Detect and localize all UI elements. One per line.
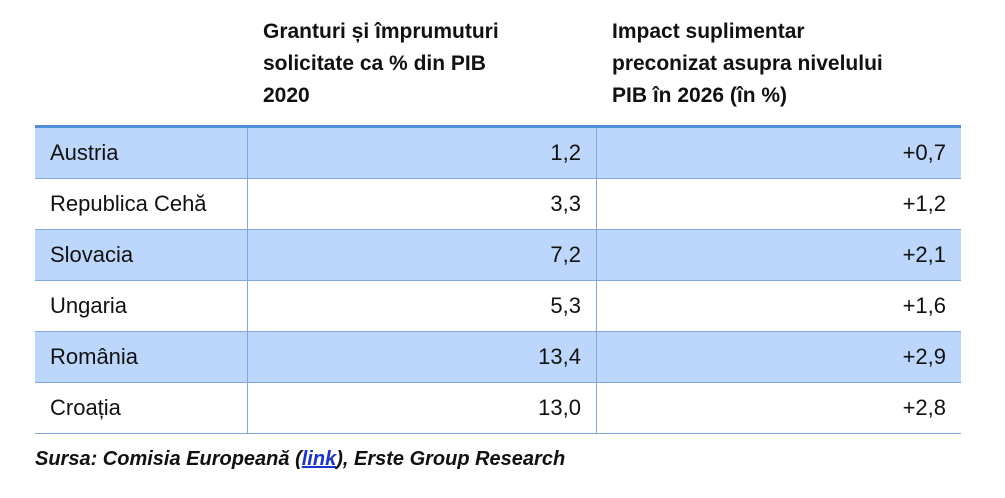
country-cell: Ungaria — [35, 281, 248, 331]
source-link[interactable]: link — [301, 448, 337, 470]
grants-cell: 13,0 — [248, 383, 597, 433]
grants-cell: 3,3 — [248, 179, 597, 229]
country-cell: România — [35, 332, 248, 382]
impact-cell: +1,2 — [902, 191, 946, 216]
source-suffix: ), Erste Group Research — [336, 448, 566, 470]
header-grants-line-1: Granturi și împrumuturi — [263, 20, 499, 43]
country-cell: Austria — [35, 128, 248, 178]
header-grants-line-2: solicitate ca % din PIB — [263, 52, 486, 75]
table-header-row: Granturi și împrumuturi solicitate ca % … — [35, 0, 961, 128]
country-cell: Slovacia — [35, 230, 248, 280]
header-country — [35, 0, 248, 125]
grants-cell: 1,2 — [248, 128, 597, 178]
table-row: Republica Cehă 3,3 +1,2 — [35, 179, 961, 230]
grants-cell: 13,4 — [248, 332, 597, 382]
table-row: România 13,4 +2,9 — [35, 332, 961, 383]
country-cell: Croația — [35, 383, 248, 433]
table-row: Slovacia 7,2 +2,1 — [35, 230, 961, 281]
table-row: Ungaria 5,3 +1,6 — [35, 281, 961, 332]
source-prefix: Sursa: Comisia Europeană ( — [35, 448, 302, 470]
impact-cell: +0,7 — [902, 140, 946, 165]
header-grants-line-3: 2020 — [263, 84, 310, 107]
header-grants-loans: Granturi și împrumuturi solicitate ca % … — [248, 0, 597, 125]
header-impact-line-3: PIB în 2026 (în %) — [612, 84, 788, 107]
grants-cell: 5,3 — [248, 281, 597, 331]
table-row: Croația 13,0 +2,8 — [35, 383, 961, 434]
impact-cell: +1,6 — [902, 293, 946, 318]
impact-cell: +2,8 — [902, 395, 946, 420]
table-row: Austria 1,2 +0,7 — [35, 128, 961, 179]
country-cell: Republica Cehă — [35, 179, 248, 229]
header-gdp-impact: Impact suplimentar preconizat asupra niv… — [597, 0, 961, 125]
header-impact-line-1: Impact suplimentar — [612, 20, 805, 43]
source-note: Sursa: Comisia Europeană (link), Erste G… — [35, 448, 565, 471]
data-table: Granturi și împrumuturi solicitate ca % … — [35, 0, 961, 434]
header-impact-line-2: preconizat asupra nivelului — [612, 52, 883, 75]
grants-cell: 7,2 — [248, 230, 597, 280]
impact-cell: +2,1 — [902, 242, 946, 267]
impact-cell: +2,9 — [902, 344, 946, 369]
